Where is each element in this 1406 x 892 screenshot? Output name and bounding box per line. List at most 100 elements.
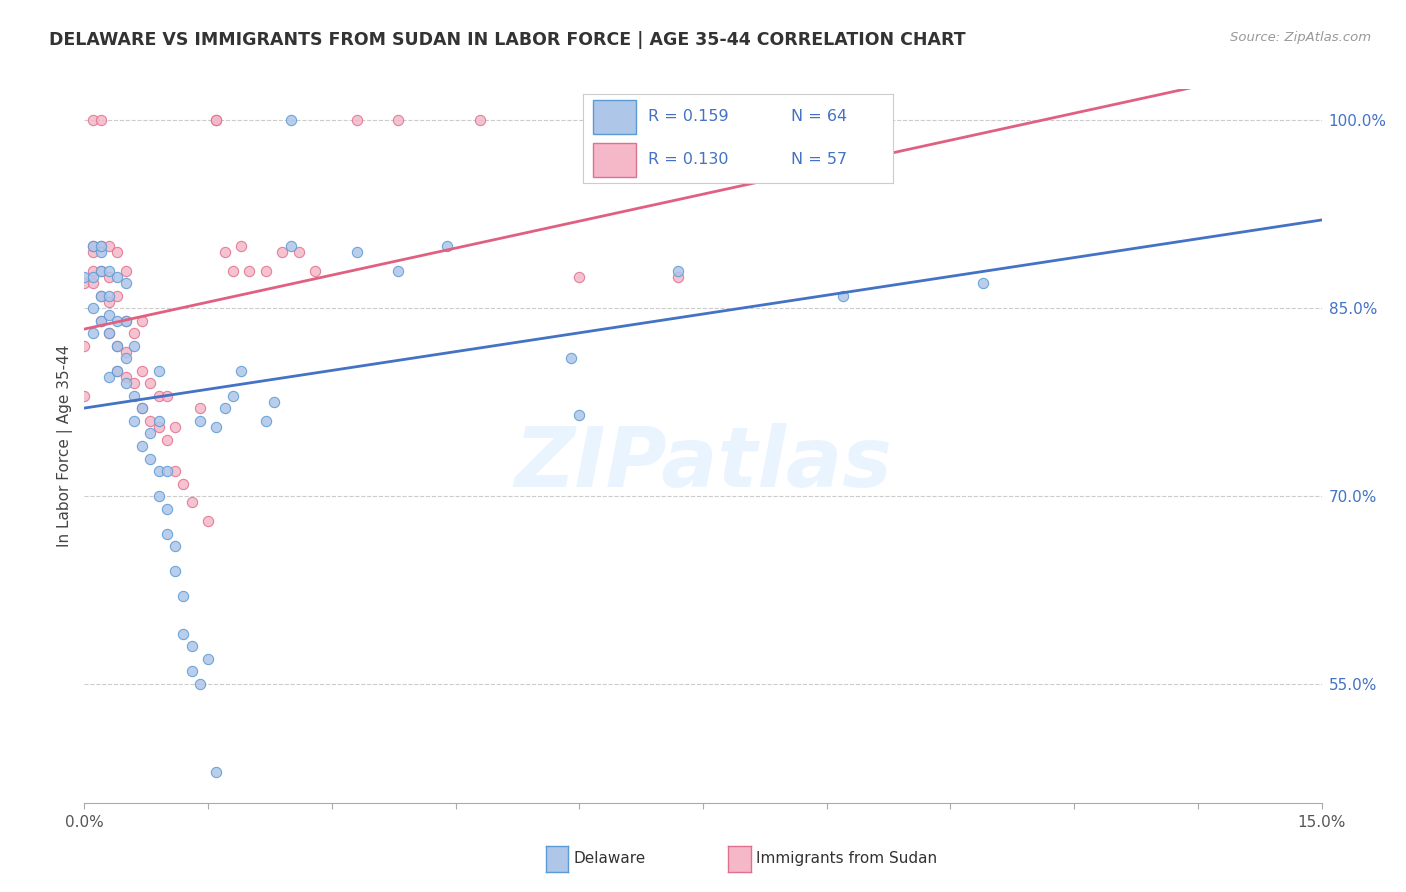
Point <box>131 401 153 416</box>
Text: DELAWARE VS IMMIGRANTS FROM SUDAN IN LABOR FORCE | AGE 35-44 CORRELATION CHART: DELAWARE VS IMMIGRANTS FROM SUDAN IN LAB… <box>49 31 966 49</box>
Point <box>254 264 277 278</box>
Point <box>346 244 368 259</box>
Point <box>280 238 302 252</box>
Text: N = 64: N = 64 <box>790 110 846 124</box>
Point <box>172 627 194 641</box>
Y-axis label: In Labor Force | Age 35-44: In Labor Force | Age 35-44 <box>58 345 73 547</box>
Point <box>288 244 311 259</box>
Point <box>82 244 104 259</box>
Point <box>98 238 121 252</box>
Point <box>280 113 302 128</box>
Point <box>73 339 96 353</box>
Point <box>131 364 153 378</box>
Point <box>82 270 104 285</box>
Text: N = 57: N = 57 <box>790 153 846 167</box>
Point <box>105 364 128 378</box>
Point <box>82 113 104 128</box>
Point <box>90 314 112 328</box>
Point <box>98 270 121 285</box>
Point <box>148 364 170 378</box>
Point <box>214 401 236 416</box>
Point <box>568 270 591 285</box>
Point <box>90 238 112 252</box>
Point <box>90 289 112 303</box>
Point <box>148 414 170 428</box>
Point <box>114 264 136 278</box>
Point <box>172 476 194 491</box>
Point <box>122 414 145 428</box>
Point <box>73 270 96 285</box>
Point <box>139 426 162 441</box>
Point <box>131 314 153 328</box>
Point <box>148 489 170 503</box>
Point <box>139 376 162 391</box>
Point <box>156 526 179 541</box>
Point <box>105 364 128 378</box>
Point <box>180 495 202 509</box>
Point <box>205 420 228 434</box>
Point <box>156 433 179 447</box>
Point <box>254 414 277 428</box>
Point <box>114 314 136 328</box>
Point <box>188 677 211 691</box>
Point <box>188 401 211 416</box>
Point <box>346 113 368 128</box>
Point <box>165 564 187 578</box>
Point <box>873 113 896 128</box>
Point <box>229 238 252 252</box>
Point <box>114 277 136 291</box>
Point <box>98 264 121 278</box>
Point <box>180 640 202 654</box>
Point <box>180 665 202 679</box>
Point <box>105 339 128 353</box>
FancyBboxPatch shape <box>593 143 636 177</box>
Point <box>172 589 194 603</box>
Point <box>122 376 145 391</box>
Point <box>82 238 104 252</box>
Point <box>90 244 112 259</box>
Point <box>188 414 211 428</box>
FancyBboxPatch shape <box>593 100 636 134</box>
Point <box>263 395 285 409</box>
Point <box>105 270 128 285</box>
Point <box>82 301 104 316</box>
Point <box>105 339 128 353</box>
Point <box>222 389 245 403</box>
Point <box>105 314 128 328</box>
Text: Delaware: Delaware <box>574 852 645 866</box>
Point <box>205 113 228 128</box>
Point <box>156 464 179 478</box>
Point <box>122 326 145 341</box>
Point <box>197 652 219 666</box>
Point <box>666 270 689 285</box>
Text: ZIPatlas: ZIPatlas <box>515 424 891 504</box>
Point <box>105 289 128 303</box>
Point <box>90 289 112 303</box>
Point <box>90 264 112 278</box>
Point <box>568 408 591 422</box>
Point <box>82 277 104 291</box>
Point <box>122 339 145 353</box>
Point <box>73 277 96 291</box>
Point <box>90 238 112 252</box>
Point <box>82 326 104 341</box>
Point <box>470 113 492 128</box>
Point <box>238 264 260 278</box>
Point <box>148 420 170 434</box>
Point <box>304 264 326 278</box>
Point <box>436 238 458 252</box>
Point <box>90 264 112 278</box>
Point <box>387 264 409 278</box>
Point <box>90 113 112 128</box>
Point <box>156 389 179 403</box>
Point <box>222 264 245 278</box>
Point <box>131 401 153 416</box>
Point <box>90 314 112 328</box>
Point <box>205 764 228 779</box>
Point <box>271 244 294 259</box>
Point <box>139 414 162 428</box>
Point <box>98 326 121 341</box>
Point <box>131 439 153 453</box>
Point <box>98 295 121 310</box>
Point <box>972 277 994 291</box>
